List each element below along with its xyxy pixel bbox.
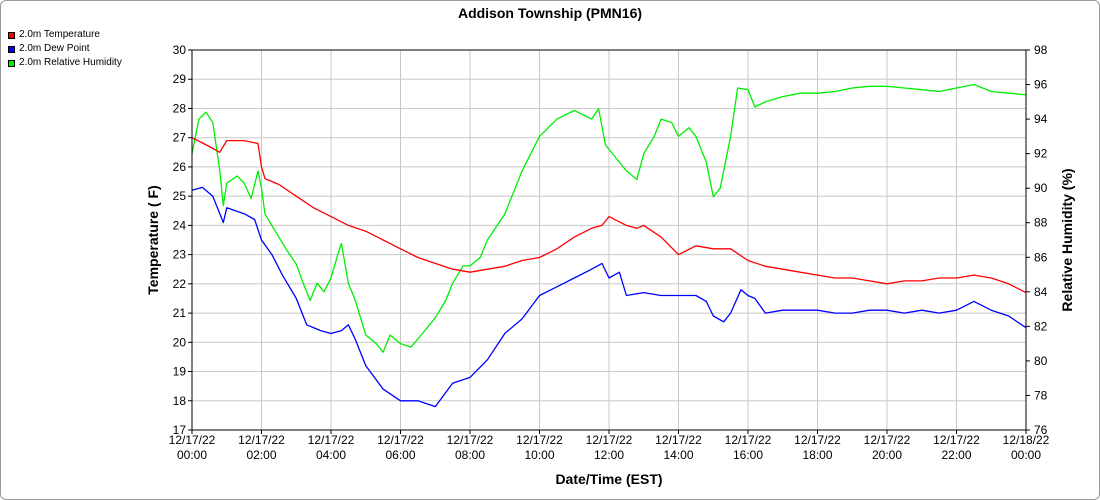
- y-right-axis-title: Relative Humidity (%): [1059, 168, 1075, 311]
- left-tick-label: 18: [173, 394, 187, 408]
- legend-swatch: [8, 45, 15, 53]
- x-tick-time: 20:00: [872, 448, 902, 462]
- series-line-1: [191, 137, 1027, 294]
- x-tick-time: 00:00: [1011, 448, 1041, 462]
- chart-title: Addison Township (PMN16): [458, 5, 642, 21]
- legend-item: 2.0m Temperature: [8, 28, 122, 42]
- x-axis-ticks: 12/17/2200:0012/17/2202:0012/17/2204:001…: [169, 430, 1050, 462]
- series-line-2: [191, 186, 1027, 408]
- x-tick-time: 00:00: [177, 448, 207, 462]
- right-tick-label: 78: [1034, 388, 1048, 402]
- x-tick-time: 22:00: [941, 448, 971, 462]
- right-tick-label: 90: [1034, 181, 1048, 195]
- x-tick-date: 12/17/22: [725, 433, 772, 447]
- left-tick-label: 23: [173, 248, 187, 262]
- x-tick-date: 12/17/22: [933, 433, 980, 447]
- right-tick-label: 98: [1034, 43, 1048, 57]
- x-tick-time: 06:00: [385, 448, 415, 462]
- series-line-3: [191, 83, 1027, 353]
- right-tick-label: 84: [1034, 285, 1048, 299]
- x-tick-time: 14:00: [663, 448, 693, 462]
- right-axis-ticks: 76 78 80 82 84 86 88 90 92 94 96 98: [1026, 43, 1048, 437]
- x-tick-date: 12/17/22: [447, 433, 494, 447]
- right-tick-label: 94: [1034, 112, 1048, 126]
- left-tick-label: 30: [173, 43, 187, 57]
- x-tick-date: 12/18/22: [1003, 433, 1050, 447]
- left-tick-label: 17: [173, 423, 187, 437]
- x-tick-time: 04:00: [316, 448, 346, 462]
- x-tick-time: 12:00: [594, 448, 624, 462]
- left-tick-label: 25: [173, 189, 187, 203]
- legend-label: 2.0m Temperature: [19, 29, 100, 40]
- series-layer: [191, 83, 1027, 408]
- y-left-axis-title: Temperature ( F): [145, 185, 161, 294]
- x-tick-time: 08:00: [455, 448, 485, 462]
- x-tick-date: 12/17/22: [238, 433, 285, 447]
- left-tick-label: 19: [173, 365, 187, 379]
- left-tick-label: 22: [173, 277, 187, 291]
- x-tick-date: 12/17/22: [377, 433, 424, 447]
- x-tick-date: 12/17/22: [169, 433, 216, 447]
- x-axis-title: Date/Time (EST): [555, 471, 662, 487]
- legend-swatch: [8, 31, 15, 39]
- left-tick-label: 24: [173, 218, 187, 232]
- legend-item: 2.0m Relative Humidity: [8, 56, 122, 70]
- right-tick-label: 92: [1034, 147, 1048, 161]
- legend-item: 2.0m Dew Point: [8, 42, 122, 56]
- left-tick-label: 21: [173, 306, 187, 320]
- right-tick-label: 86: [1034, 250, 1048, 264]
- grid: [191, 49, 1027, 431]
- legend-label: 2.0m Relative Humidity: [19, 57, 122, 68]
- right-tick-label: 96: [1034, 78, 1048, 92]
- left-tick-label: 26: [173, 160, 187, 174]
- right-tick-label: 82: [1034, 319, 1048, 333]
- left-axis-ticks: 17 18 19 20 21 22 23 24 25 26 27 28 29 30: [173, 43, 192, 437]
- x-tick-date: 12/17/22: [308, 433, 355, 447]
- x-tick-time: 10:00: [524, 448, 554, 462]
- x-tick-date: 12/17/22: [864, 433, 911, 447]
- x-tick-time: 16:00: [733, 448, 763, 462]
- left-tick-label: 29: [173, 72, 187, 86]
- left-tick-label: 27: [173, 131, 187, 145]
- left-tick-label: 28: [173, 101, 187, 115]
- x-tick-time: 02:00: [246, 448, 276, 462]
- legend-label: 2.0m Dew Point: [19, 43, 90, 54]
- x-tick-date: 12/17/22: [655, 433, 702, 447]
- x-tick-date: 12/17/22: [516, 433, 563, 447]
- right-tick-label: 76: [1034, 423, 1048, 437]
- right-tick-label: 80: [1034, 354, 1048, 368]
- left-tick-label: 20: [173, 335, 187, 349]
- x-tick-date: 12/17/22: [794, 433, 841, 447]
- x-tick-date: 12/17/22: [586, 433, 633, 447]
- legend-swatch: [8, 59, 15, 67]
- right-tick-label: 88: [1034, 216, 1048, 230]
- legend: 2.0m Temperature 2.0m Dew Point 2.0m Relat…: [8, 28, 122, 70]
- x-tick-time: 18:00: [802, 448, 832, 462]
